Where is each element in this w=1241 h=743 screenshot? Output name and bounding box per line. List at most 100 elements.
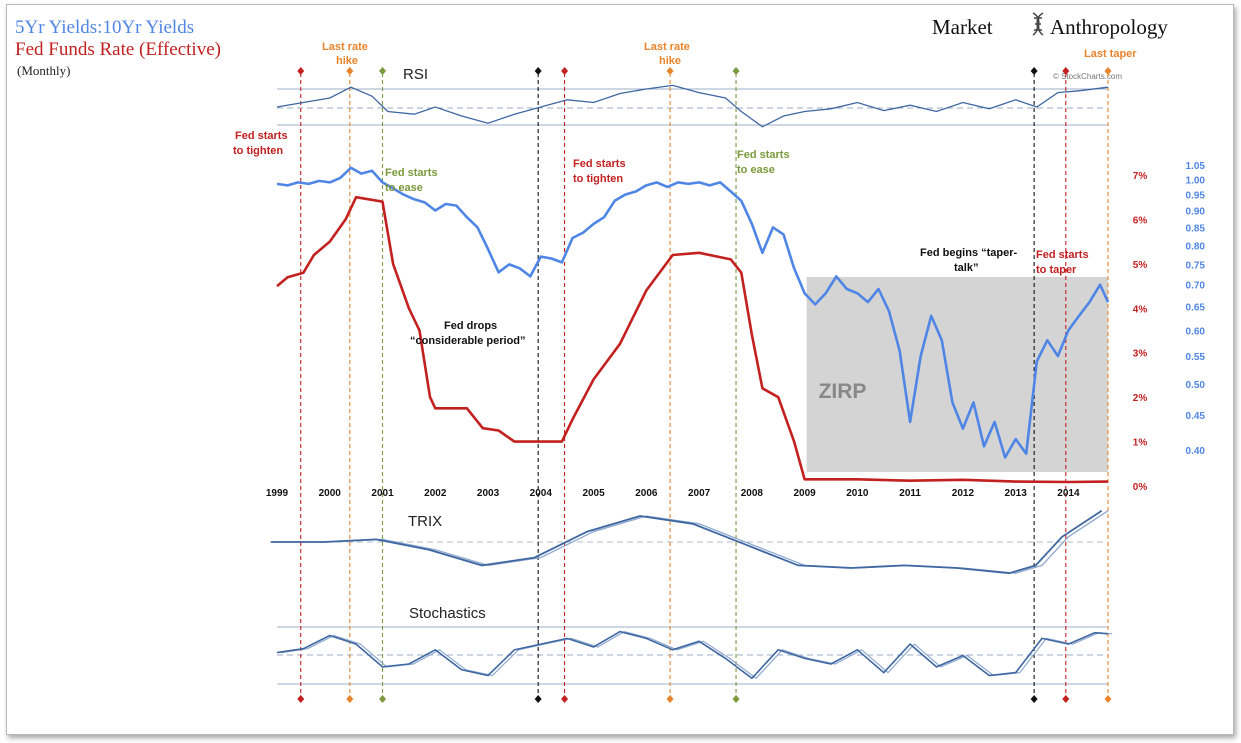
ann-last-hike-2b: hike	[659, 55, 681, 67]
x-tick-2009: 2009	[793, 488, 816, 499]
ann-fed-ease-2a: Fed starts	[737, 149, 790, 161]
x-tick-2014: 2014	[1057, 488, 1080, 499]
chart-canvas: 5Yr Yields:10Yr Yields Fed Funds Rate (E…	[15, 12, 1206, 703]
ann-fed-taper-b: to taper	[1036, 264, 1077, 276]
ratio-axis-ticks: 0.40 0.45 0.50 0.55 0.60 0.65 0.70 0.75 0.80 0.85…	[1186, 161, 1206, 457]
series-line-1	[276, 195, 1109, 484]
x-tick-2004: 2004	[530, 488, 553, 499]
event-lines	[297, 67, 1112, 703]
stochastics-signal-line	[281, 630, 1113, 680]
x-tick-2006: 2006	[635, 488, 658, 499]
ann-considerable-a: Fed drops	[444, 320, 497, 332]
ratio-tick-9: 0.85	[1186, 223, 1206, 234]
stochastics-line	[276, 630, 1109, 680]
ratio-tick-13: 1.05	[1186, 161, 1206, 172]
event-diamond-top-8	[1062, 67, 1070, 75]
ann-fed-tighten-2a: Fed starts	[573, 158, 626, 170]
rsi-line	[276, 84, 1109, 128]
trix-label: TRIX	[408, 513, 442, 530]
x-tick-2008: 2008	[741, 488, 764, 499]
ratio-tick-1: 0.45	[1186, 411, 1206, 422]
ann-fed-tighten-2b: to tighten	[573, 173, 623, 185]
annotations: Fed starts to tighten Last rate hike Fed…	[233, 41, 1137, 347]
event-diamond-bottom-5	[666, 695, 674, 703]
ann-fed-tighten-1b: to tighten	[233, 145, 283, 157]
chart-title-line3: (Monthly)	[17, 63, 70, 78]
x-tick-2013: 2013	[1005, 488, 1028, 499]
ann-fed-ease-1b: to ease	[385, 182, 423, 194]
event-diamond-top-1	[346, 67, 354, 75]
fed-tick-5: 5%	[1133, 260, 1148, 271]
ann-fed-tighten-1a: Fed starts	[235, 130, 288, 142]
rsi-label: RSI	[403, 66, 428, 83]
title-10yr: 10Yr Yields	[102, 17, 194, 38]
title-sep: :	[97, 17, 102, 38]
ann-fed-ease-1a: Fed starts	[385, 167, 438, 179]
ratio-tick-2: 0.50	[1186, 380, 1206, 391]
ratio-tick-7: 0.75	[1186, 260, 1206, 271]
ratio-tick-8: 0.80	[1186, 241, 1206, 252]
fed-tick-7: 7%	[1133, 171, 1148, 182]
fed-tick-1: 1%	[1133, 438, 1148, 449]
fed-tick-2: 2%	[1133, 393, 1148, 404]
fed-tick-3: 3%	[1133, 349, 1148, 360]
event-diamond-top-3	[534, 67, 542, 75]
ratio-tick-0: 0.40	[1186, 446, 1206, 457]
event-diamond-top-4	[561, 67, 569, 75]
fed-tick-6: 6%	[1133, 215, 1148, 226]
dna-helix-icon	[1032, 12, 1044, 36]
x-axis-ticks: 1999 2000 2001 2002 2003 2004 2005 2006 2007 2008…	[266, 488, 1080, 499]
panel-guides	[277, 88, 1108, 685]
x-tick-1999: 1999	[266, 488, 289, 499]
trix-signal-line	[277, 510, 1109, 574]
event-diamond-bottom-0	[297, 695, 305, 703]
event-diamond-bottom-6	[732, 695, 740, 703]
x-tick-2003: 2003	[477, 488, 500, 499]
event-diamond-bottom-3	[534, 695, 542, 703]
event-diamond-top-2	[379, 67, 387, 75]
event-diamond-bottom-7	[1030, 695, 1038, 703]
event-diamond-bottom-9	[1104, 695, 1112, 703]
chart-title-line1: 5Yr Yields:10Yr Yields	[15, 17, 194, 38]
ratio-tick-5: 0.65	[1186, 303, 1206, 314]
zirp-region	[806, 277, 1108, 472]
x-tick-2005: 2005	[582, 488, 605, 499]
stochastics-label: Stochastics	[409, 605, 486, 622]
fed-axis-ticks: 0% 1% 2% 3% 4% 5% 6% 7%	[1133, 171, 1148, 493]
indicator-lines	[270, 84, 1113, 680]
fed-tick-0: 0%	[1133, 482, 1148, 493]
series-line-0	[276, 166, 1110, 459]
event-diamond-bottom-1	[346, 695, 354, 703]
event-diamond-top-0	[297, 67, 305, 75]
ann-last-hike-1b: hike	[336, 55, 358, 67]
event-diamond-top-7	[1030, 67, 1038, 75]
ratio-tick-12: 1.00	[1186, 175, 1206, 186]
ann-last-hike-1a: Last rate	[322, 41, 368, 53]
x-tick-2002: 2002	[424, 488, 447, 499]
stockcharts-credit: © StockCharts.com	[1053, 72, 1122, 81]
event-diamond-bottom-2	[379, 695, 387, 703]
x-tick-2010: 2010	[846, 488, 869, 499]
ann-taper-talk-b: talk”	[954, 262, 978, 274]
brand-left: Market	[932, 15, 993, 39]
ratio-tick-3: 0.55	[1186, 352, 1206, 363]
ratio-tick-10: 0.90	[1186, 207, 1206, 218]
event-diamond-top-5	[666, 67, 674, 75]
main-series	[276, 166, 1110, 484]
ann-last-taper: Last taper	[1084, 48, 1137, 60]
ann-fed-taper-a: Fed starts	[1036, 249, 1089, 261]
ann-taper-talk-a: Fed begins “taper-	[920, 247, 1018, 259]
chart-title-line2: Fed Funds Rate (Effective)	[15, 39, 221, 60]
x-tick-2007: 2007	[688, 488, 711, 499]
ratio-tick-11: 0.95	[1186, 191, 1206, 202]
event-diamond-bottom-8	[1062, 695, 1070, 703]
event-diamond-top-6	[732, 67, 740, 75]
ratio-tick-4: 0.60	[1186, 326, 1206, 337]
x-tick-2012: 2012	[952, 488, 975, 499]
x-tick-2001: 2001	[371, 488, 394, 499]
ratio-tick-6: 0.70	[1186, 281, 1206, 292]
event-diamond-bottom-4	[561, 695, 569, 703]
brand-right: Anthropology	[1050, 15, 1168, 39]
title-5yr: 5Yr Yields	[15, 17, 97, 38]
zirp-label: ZIRP	[819, 380, 867, 403]
